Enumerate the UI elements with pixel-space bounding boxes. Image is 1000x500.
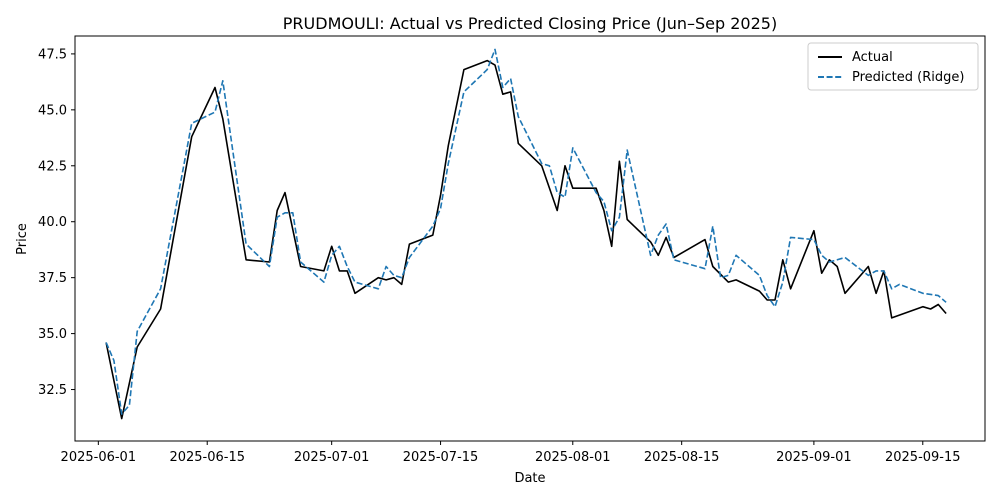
actual-series-line bbox=[105, 59, 947, 420]
plot-frame bbox=[74, 35, 986, 442]
x-tick-label: 2025-08-01 bbox=[535, 450, 611, 465]
x-axis: 2025-06-01 2025-06-15 2025-07-01 2025-07-15… bbox=[61, 441, 961, 465]
y-tick-label: 35.0 bbox=[38, 327, 67, 342]
x-tick-label: 2025-06-15 bbox=[169, 450, 245, 465]
x-tick-label: 2025-09-15 bbox=[885, 450, 961, 465]
legend-predicted-label: Predicted (Ridge) bbox=[852, 70, 964, 85]
y-tick-label: 47.5 bbox=[38, 47, 67, 62]
legend: Actual Predicted (Ridge) bbox=[807, 42, 979, 91]
y-axis-label: Price bbox=[15, 223, 30, 255]
y-tick-label: 42.5 bbox=[38, 159, 67, 174]
x-tick-label: 2025-09-01 bbox=[776, 450, 852, 465]
x-tick-label: 2025-07-15 bbox=[403, 450, 479, 465]
x-tick-label: 2025-07-01 bbox=[294, 450, 370, 465]
chart-title: PRUDMOULI: Actual vs Predicted Closing P… bbox=[283, 14, 777, 33]
predicted-series-line bbox=[105, 48, 947, 415]
legend-actual-label: Actual bbox=[852, 50, 893, 65]
x-tick-label: 2025-06-01 bbox=[61, 450, 137, 465]
y-tick-label: 40.0 bbox=[38, 215, 67, 230]
y-axis: 32.5 35.0 37.5 40.0 42.5 45.0 47.5 bbox=[38, 47, 75, 398]
legend-box bbox=[807, 42, 979, 91]
y-tick-label: 32.5 bbox=[38, 383, 67, 398]
x-axis-label: Date bbox=[514, 471, 545, 486]
series-layer bbox=[105, 48, 947, 420]
y-tick-label: 37.5 bbox=[38, 271, 67, 286]
x-tick-label: 2025-08-15 bbox=[644, 450, 720, 465]
y-tick-label: 45.0 bbox=[38, 103, 67, 118]
